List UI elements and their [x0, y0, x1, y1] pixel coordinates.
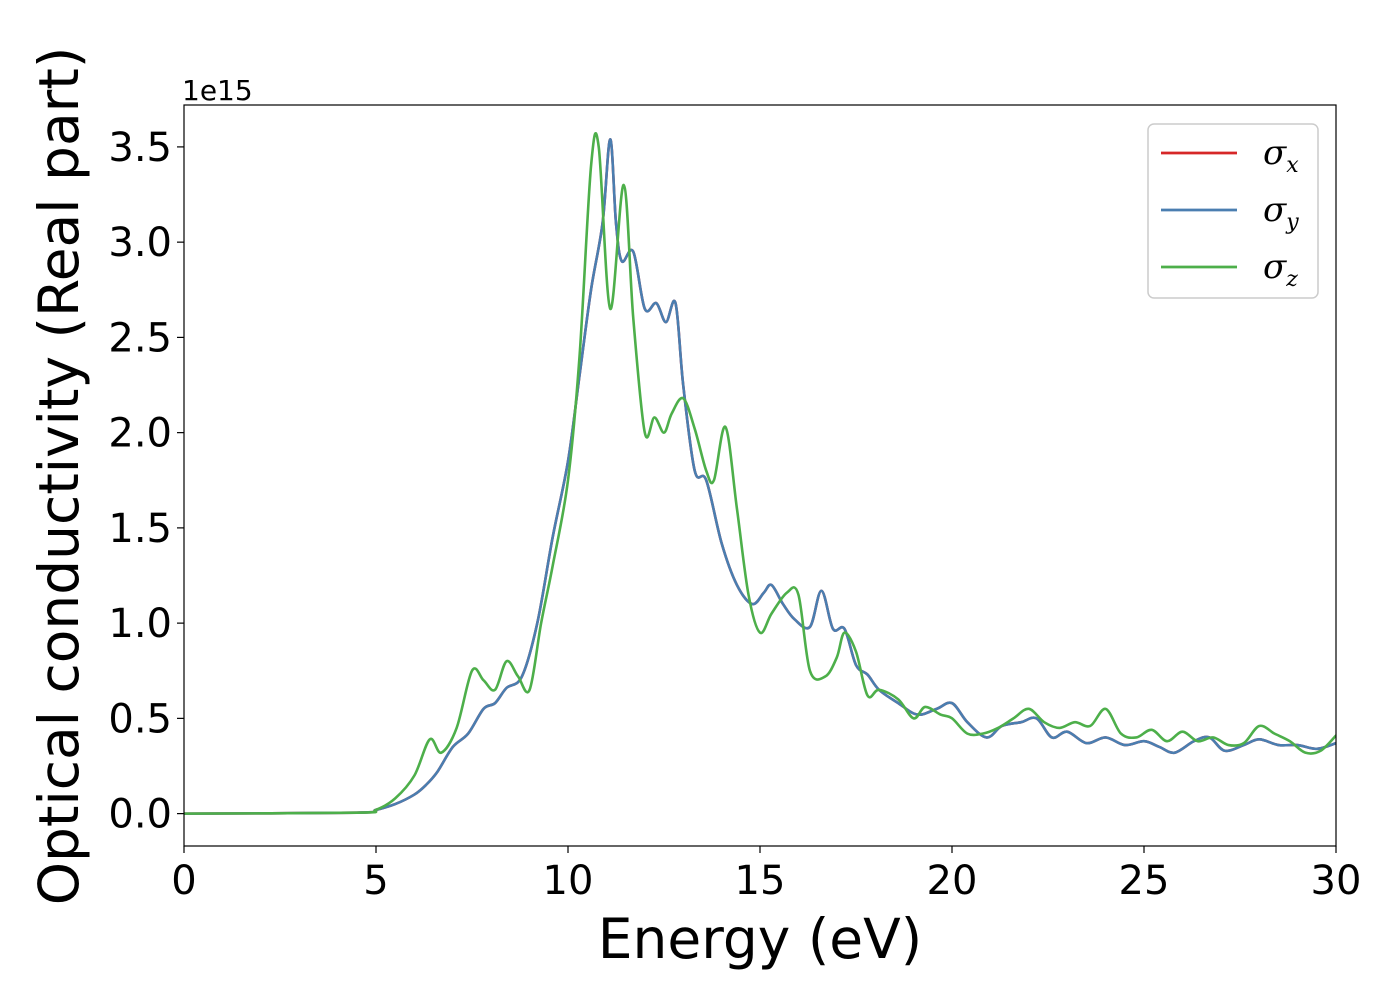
series-layer: [184, 132, 1336, 815]
legend-label-z: σz: [1263, 247, 1298, 292]
legend: σx σy σz: [1147, 123, 1319, 299]
legend-label-x: σx: [1263, 133, 1299, 178]
x-tick-label: 10: [543, 858, 594, 904]
y-axis-label: Optical conductivity (Real part): [27, 47, 91, 906]
series-line-z: [184, 132, 1336, 815]
y-tick-label: 3.0: [108, 220, 172, 266]
y-offset-label: 1e15: [182, 74, 253, 107]
plot-area-frame: [183, 104, 1337, 847]
y-tick-label: 0.0: [108, 792, 172, 838]
y-tick-label: 2.5: [108, 315, 172, 361]
x-tick-label: 15: [735, 858, 786, 904]
y-tick-label: 0.5: [108, 696, 172, 742]
x-axis-label: Energy (eV): [598, 907, 922, 971]
series-line-y: [184, 137, 1336, 815]
y-tick-label: 1.5: [108, 506, 172, 552]
legend-items: σx σy σz: [1161, 133, 1299, 292]
x-tick-label: 25: [1119, 858, 1170, 904]
x-tick-label: 30: [1311, 858, 1362, 904]
y-tick-label: 3.5: [108, 125, 172, 171]
x-tick-label: 5: [363, 858, 388, 904]
y-tick-label: 1.0: [108, 601, 172, 647]
legend-label-y: σy: [1263, 190, 1299, 235]
tick-layer: 0 5 10 15 20 25 30 0.0 0.5 1.0 1.5 2.0 2.5 3.0 3.5: [108, 125, 1361, 904]
x-tick-label: 20: [927, 858, 978, 904]
x-tick-label: 0: [171, 858, 196, 904]
y-tick-label: 2.0: [108, 411, 172, 457]
